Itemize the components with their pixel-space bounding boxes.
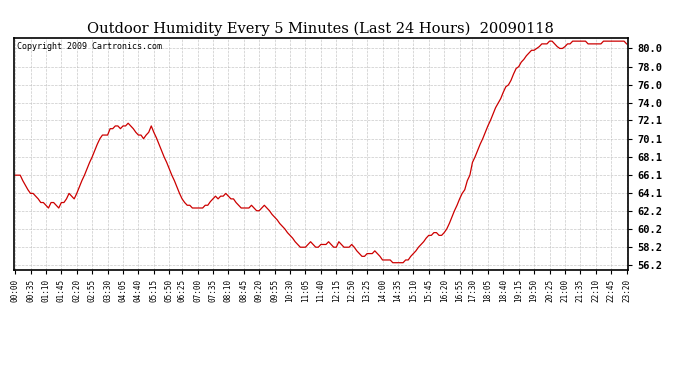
Text: Copyright 2009 Cartronics.com: Copyright 2009 Cartronics.com: [17, 42, 162, 51]
Title: Outdoor Humidity Every 5 Minutes (Last 24 Hours)  20090118: Outdoor Humidity Every 5 Minutes (Last 2…: [88, 22, 554, 36]
